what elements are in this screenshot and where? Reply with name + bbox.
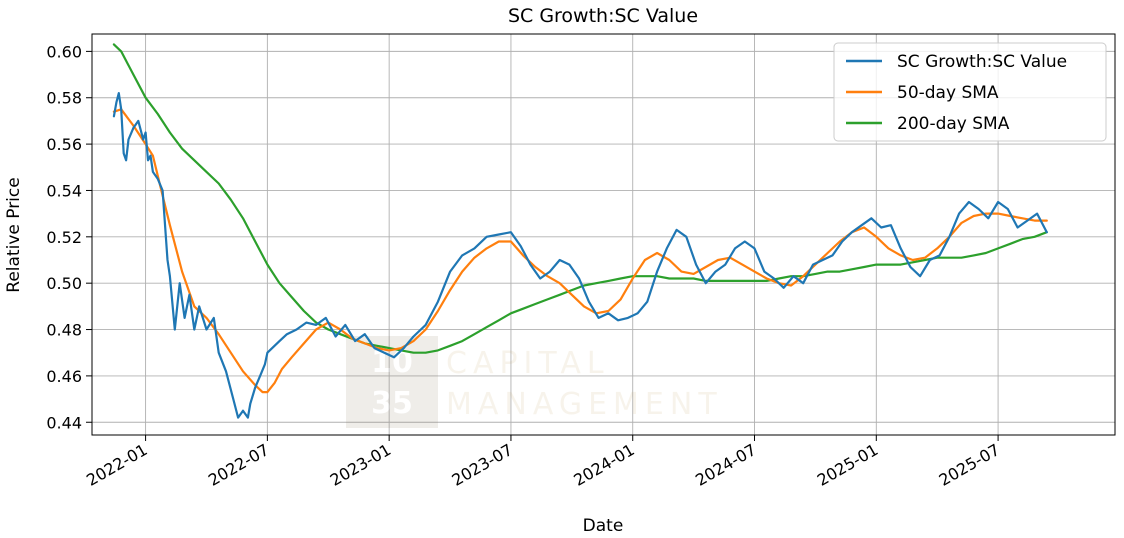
legend-label-50-day-sma: 50-day SMA bbox=[897, 83, 999, 103]
legend: SC Growth:SC Value 50-day SMA 200-day SM… bbox=[833, 42, 1107, 142]
plot-frame bbox=[91, 33, 1116, 436]
series-lines bbox=[112, 43, 1048, 419]
y-tick-label: 0.44 bbox=[46, 413, 82, 432]
legend-label-200-day-sma: 200-day SMA bbox=[897, 114, 1010, 134]
series-line-growth-value bbox=[112, 92, 1048, 419]
series-line-50-day-sma bbox=[112, 108, 1048, 394]
legend-box bbox=[833, 42, 1107, 142]
y-axis-ticks: 0.44 0.46 0.48 0.50 0.52 0.54 0.56 0.58 0.60 bbox=[46, 42, 92, 432]
y-axis-label: Relative Price bbox=[4, 177, 24, 292]
y-tick-label: 0.48 bbox=[46, 321, 82, 340]
y-tick-label: 0.56 bbox=[46, 135, 82, 154]
watermark-word-top: CAPITAL bbox=[446, 346, 610, 381]
legend-label-growth-value: SC Growth:SC Value bbox=[897, 52, 1067, 72]
watermark-number-bottom: 35 bbox=[371, 386, 413, 421]
y-tick-label: 0.46 bbox=[46, 367, 82, 386]
y-tick-label: 0.60 bbox=[46, 42, 82, 61]
y-tick-label: 0.50 bbox=[46, 274, 82, 293]
series-line-200-day-sma bbox=[112, 43, 1048, 354]
watermark-logo-box bbox=[346, 336, 438, 428]
y-tick-label: 0.52 bbox=[46, 228, 82, 247]
watermark-word-bottom: MANAGEMENT bbox=[446, 387, 723, 422]
watermark: 10 35 CAPITAL MANAGEMENT bbox=[346, 336, 723, 428]
y-tick-label: 0.54 bbox=[46, 181, 82, 200]
y-tick-label: 0.58 bbox=[46, 89, 82, 108]
x-axis-label: Date bbox=[583, 516, 624, 536]
chart-title: SC Growth:SC Value bbox=[508, 5, 698, 27]
